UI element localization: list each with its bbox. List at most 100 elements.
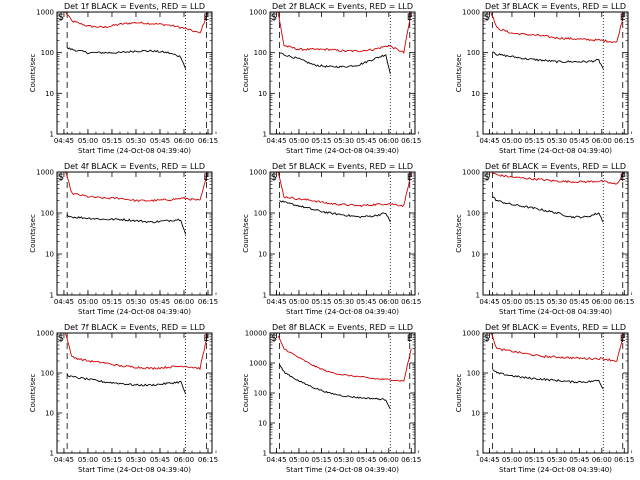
y-tick-label: 1 — [50, 450, 54, 458]
x-tick-label: 05:00 — [289, 137, 309, 145]
y-tick-label: 1000 — [462, 9, 480, 17]
y-tick-label: 1 — [476, 131, 480, 139]
x-tick-label: 05:15 — [524, 137, 544, 145]
x-tick-label: 06:00 — [174, 298, 194, 306]
y-tick-label: 1000 — [249, 360, 267, 368]
y-tick-label: 10 — [45, 90, 54, 98]
x-tick-label: 05:30 — [547, 456, 567, 464]
time-marker-label: S — [58, 334, 64, 344]
x-axis-label: Start Time (24-Oct-08 04:39:40) — [78, 466, 191, 474]
y-tick-label: 1 — [263, 292, 267, 300]
x-tick-label: 05:00 — [78, 137, 98, 145]
chart-title: Det 8f BLACK = Events, RED = LLD — [272, 323, 413, 332]
y-tick-label: 1000 — [36, 9, 54, 17]
y-axis-label: Counts/sec — [455, 214, 463, 253]
chart-panel-5: Det 5f BLACK = Events, RED = LLD Counts/s… — [242, 162, 421, 316]
x-tick-label: 05:15 — [311, 298, 331, 306]
x-axis-label: Start Time (24-Oct-08 04:39:40) — [286, 147, 399, 155]
x-axis-label: Start Time (24-Oct-08 04:39:40) — [78, 308, 191, 316]
lld-series-line — [65, 171, 209, 203]
x-tick-label: 04:45 — [479, 137, 499, 145]
x-tick-label: 05:00 — [78, 298, 98, 306]
plot-frame — [269, 332, 416, 454]
time-marker-label: S — [58, 173, 64, 183]
y-tick-label: 100 — [254, 49, 267, 57]
y-axis-label: Counts/sec — [242, 374, 250, 413]
time-marker-label: E — [407, 334, 413, 344]
x-tick-label: 05:45 — [569, 137, 589, 145]
x-tick-label: 05:30 — [547, 137, 567, 145]
time-marker-label: S — [271, 334, 277, 344]
x-tick-label: 05:00 — [502, 298, 522, 306]
x-tick-label: 05:30 — [547, 298, 567, 306]
chart-title: Det 7f BLACK = Events, RED = LLD — [64, 323, 205, 332]
lld-series-line — [490, 332, 625, 362]
y-tick-label: 1000 — [36, 330, 54, 338]
plot-frame — [482, 332, 629, 454]
x-tick-label: 06:00 — [174, 456, 194, 464]
x-axis-label: Start Time (24-Oct-08 04:39:40) — [499, 147, 612, 155]
x-axis-label: Start Time (24-Oct-08 04:39:40) — [286, 308, 399, 316]
plot-frame — [56, 11, 213, 135]
plot-frame — [56, 332, 213, 454]
x-tick-label: 04:45 — [266, 137, 286, 145]
x-tick-label: 05:15 — [524, 456, 544, 464]
chart-title: Det 4f BLACK = Events, RED = LLD — [64, 162, 205, 171]
x-tick-label: 05:45 — [150, 456, 170, 464]
x-tick-label: 04:45 — [54, 456, 74, 464]
y-tick-label: 1 — [50, 131, 54, 139]
chart-title: Det 2f BLACK = Events, RED = LLD — [272, 2, 413, 11]
chart-title: Det 1f BLACK = Events, RED = LLD — [64, 2, 205, 11]
chart-title: Det 9f BLACK = Events, RED = LLD — [485, 323, 626, 332]
x-axis-label: Start Time (24-Oct-08 04:39:40) — [499, 466, 612, 474]
x-tick-label: 04:45 — [479, 456, 499, 464]
x-tick-label: 05:45 — [569, 456, 589, 464]
x-tick-label: 06:00 — [592, 298, 612, 306]
y-tick-label: 10 — [258, 251, 267, 259]
x-tick-label: 04:45 — [54, 137, 74, 145]
time-marker-label: S — [271, 13, 277, 23]
events-series-line — [66, 213, 187, 235]
events-series-line — [279, 52, 391, 75]
x-tick-label: 05:30 — [334, 137, 354, 145]
plot-frame — [482, 11, 629, 135]
y-tick-label: 1000 — [462, 330, 480, 338]
plot-frame — [269, 11, 416, 135]
y-tick-label: 10000 — [245, 330, 267, 338]
y-tick-label: 100 — [467, 49, 480, 57]
x-tick-label: 05:15 — [102, 456, 122, 464]
y-tick-label: 1 — [263, 450, 267, 458]
events-series-line — [492, 51, 604, 70]
lld-series-line — [277, 335, 412, 382]
lld-series-line — [65, 11, 209, 34]
y-tick-label: 100 — [467, 370, 480, 378]
x-tick-label: 06:00 — [592, 137, 612, 145]
plot-frame — [56, 171, 213, 296]
events-series-line — [279, 364, 391, 409]
x-tick-label: 04:45 — [479, 298, 499, 306]
x-tick-label: 05:45 — [356, 298, 376, 306]
plot-frame — [482, 171, 629, 296]
y-tick-label: 10 — [45, 251, 54, 259]
x-tick-label: 05:30 — [126, 456, 146, 464]
y-tick-label: 100 — [41, 210, 54, 218]
time-marker-label: E — [204, 13, 210, 23]
time-marker-label: E — [407, 173, 413, 183]
x-tick-label: 04:45 — [266, 298, 286, 306]
events-series-line — [66, 374, 187, 395]
y-tick-label: 100 — [254, 390, 267, 398]
events-series-line — [66, 47, 187, 69]
x-tick-label: 05:45 — [356, 137, 376, 145]
chart-title: Det 6f BLACK = Events, RED = LLD — [485, 162, 626, 171]
y-tick-label: 1 — [50, 292, 54, 300]
x-tick-label: 06:15 — [401, 298, 421, 306]
plot-frame — [269, 171, 416, 296]
y-axis-label: Counts/sec — [455, 374, 463, 413]
chart-title: Det 3f BLACK = Events, RED = LLD — [485, 2, 626, 11]
chart-panel-8: Det 8f BLACK = Events, RED = LLD Counts/s… — [242, 323, 421, 474]
time-marker-label: S — [484, 334, 490, 344]
chart-panel-6: Det 6f BLACK = Events, RED = LLD Counts/s… — [455, 162, 634, 316]
x-tick-label: 05:45 — [356, 456, 376, 464]
